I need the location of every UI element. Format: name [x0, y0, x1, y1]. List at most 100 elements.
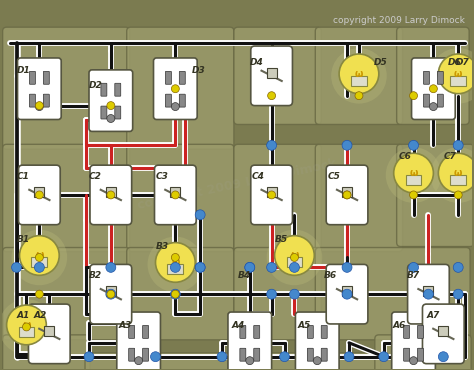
FancyBboxPatch shape [18, 165, 60, 225]
FancyBboxPatch shape [129, 348, 135, 361]
Circle shape [339, 54, 379, 94]
FancyBboxPatch shape [165, 71, 172, 84]
Text: ω: ω [454, 168, 463, 178]
Circle shape [343, 191, 351, 199]
FancyBboxPatch shape [127, 248, 234, 340]
FancyBboxPatch shape [254, 326, 260, 338]
Circle shape [290, 289, 300, 299]
Circle shape [107, 191, 115, 199]
FancyBboxPatch shape [90, 265, 132, 324]
Text: A6: A6 [392, 321, 406, 330]
Ellipse shape [386, 147, 441, 203]
FancyBboxPatch shape [143, 348, 148, 361]
FancyBboxPatch shape [143, 326, 148, 338]
Circle shape [135, 357, 143, 365]
Text: D1: D1 [17, 66, 30, 75]
Circle shape [267, 262, 276, 272]
FancyBboxPatch shape [43, 71, 49, 84]
Circle shape [267, 289, 276, 299]
Text: D5: D5 [374, 58, 388, 67]
FancyBboxPatch shape [115, 83, 121, 96]
Circle shape [11, 262, 21, 272]
Text: A2: A2 [33, 311, 46, 320]
FancyBboxPatch shape [321, 348, 327, 361]
FancyBboxPatch shape [117, 312, 161, 370]
Text: D3: D3 [192, 66, 206, 75]
FancyBboxPatch shape [397, 144, 474, 246]
FancyBboxPatch shape [115, 106, 121, 119]
Text: ω: ω [35, 250, 44, 260]
Text: B7: B7 [407, 271, 419, 280]
Text: C4: C4 [252, 172, 264, 181]
Text: C6: C6 [399, 152, 411, 161]
FancyBboxPatch shape [3, 27, 130, 149]
Text: copyright 2009 Larry Dimock: copyright 2009 Larry Dimock [333, 16, 465, 25]
Text: ω: ω [410, 168, 418, 178]
FancyBboxPatch shape [129, 326, 135, 338]
Bar [45, 326, 54, 336]
FancyBboxPatch shape [240, 326, 246, 338]
Bar [267, 187, 276, 197]
Text: ω: ω [454, 69, 463, 79]
Bar [167, 265, 183, 274]
FancyBboxPatch shape [392, 312, 436, 370]
Text: B3: B3 [155, 242, 169, 250]
FancyBboxPatch shape [43, 94, 49, 107]
FancyBboxPatch shape [234, 248, 321, 340]
Ellipse shape [267, 230, 322, 285]
Circle shape [343, 191, 351, 199]
FancyBboxPatch shape [438, 94, 443, 107]
Text: ω: ω [355, 69, 363, 79]
Text: copyright 2009 Larry Dimock: copyright 2009 Larry Dimock [136, 158, 337, 212]
Text: D2: D2 [89, 81, 103, 90]
Text: C5: C5 [327, 172, 340, 181]
FancyBboxPatch shape [315, 144, 402, 252]
Circle shape [170, 289, 180, 299]
Text: D4: D4 [250, 58, 264, 67]
FancyBboxPatch shape [179, 94, 185, 107]
Bar [286, 258, 302, 268]
FancyBboxPatch shape [307, 326, 313, 338]
FancyBboxPatch shape [254, 348, 260, 361]
Circle shape [107, 115, 115, 122]
FancyBboxPatch shape [315, 248, 470, 340]
Bar [438, 326, 448, 336]
Circle shape [280, 352, 290, 361]
Circle shape [344, 352, 354, 361]
FancyBboxPatch shape [29, 71, 36, 84]
FancyBboxPatch shape [89, 70, 133, 131]
Text: D7: D7 [456, 58, 470, 67]
Text: A1: A1 [17, 311, 30, 320]
Circle shape [438, 153, 474, 193]
Bar [342, 286, 352, 296]
Circle shape [313, 357, 321, 365]
FancyBboxPatch shape [101, 83, 107, 96]
Bar [106, 286, 116, 296]
FancyBboxPatch shape [326, 165, 368, 225]
Text: B4: B4 [238, 271, 251, 280]
FancyBboxPatch shape [85, 353, 381, 370]
Circle shape [409, 262, 419, 272]
FancyBboxPatch shape [228, 312, 272, 370]
Circle shape [172, 85, 179, 93]
Ellipse shape [331, 48, 387, 104]
Circle shape [84, 352, 94, 361]
Ellipse shape [147, 236, 203, 292]
FancyBboxPatch shape [408, 265, 449, 324]
Circle shape [7, 305, 46, 345]
Circle shape [438, 54, 474, 94]
Text: A5: A5 [297, 321, 310, 330]
Circle shape [454, 191, 462, 199]
FancyBboxPatch shape [165, 94, 172, 107]
FancyBboxPatch shape [321, 326, 327, 338]
Bar [423, 286, 433, 296]
FancyBboxPatch shape [90, 165, 132, 225]
Text: ω: ω [171, 258, 180, 268]
Circle shape [410, 92, 418, 100]
Circle shape [423, 289, 433, 299]
Circle shape [35, 262, 45, 272]
Bar [450, 76, 466, 86]
FancyBboxPatch shape [423, 94, 429, 107]
FancyBboxPatch shape [375, 335, 471, 370]
Circle shape [342, 140, 352, 150]
